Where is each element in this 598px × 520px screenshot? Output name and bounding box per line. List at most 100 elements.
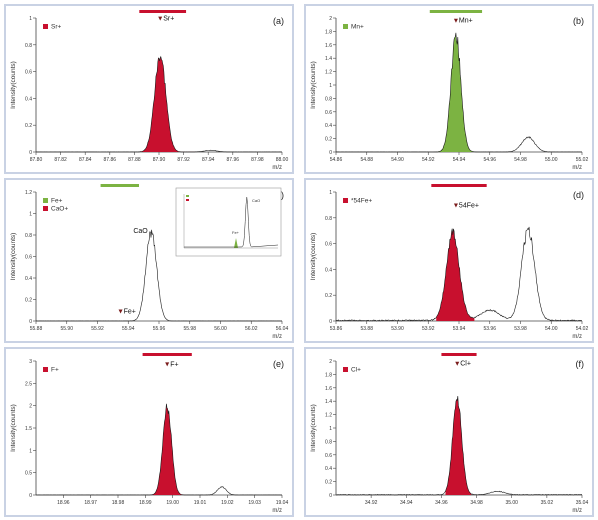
window-bar (142, 353, 192, 356)
legend-label: *54Fe+ (351, 198, 372, 205)
y-tick-label: 1.6 (325, 386, 332, 392)
legend-label: F+ (51, 367, 59, 374)
chart-panel-f: 0 0.2 0.4 0.6 0.8 1 1.2 1.4 1.6 1.8 2 34.92 34.94 34.… (304, 347, 594, 517)
y-axis-label: Intensity(counts) (10, 61, 17, 109)
window-bar (431, 184, 487, 187)
y-tick-label: 0 (29, 493, 32, 499)
x-tick-label: 53.92 (422, 326, 435, 332)
x-tick-label: 19.02 (221, 500, 234, 506)
signal-line (335, 395, 583, 496)
window-bar (139, 10, 187, 13)
x-tick-label: 55.98 (183, 326, 196, 332)
x-tick-label: 55.00 (545, 157, 558, 163)
x-tick-label: 18.96 (57, 500, 70, 506)
x-tick-label: 53.86 (330, 326, 343, 332)
signal-line (336, 32, 583, 153)
y-tick-label: 0.8 (25, 43, 32, 49)
x-tick-label: 53.94 (453, 326, 466, 332)
y-tick-label: 0.4 (25, 96, 32, 102)
x-tick-label: 55.94 (122, 326, 135, 332)
peak-marker-arrow (165, 362, 170, 367)
x-tick-label: 55.92 (91, 326, 104, 332)
peak-fill (436, 228, 475, 321)
peak-marker-arrow (453, 203, 458, 208)
chart-panel-c: 0 0.2 0.4 0.6 0.8 1 1.2 55.88 55.90 55.92 55.94 55.… (4, 178, 294, 343)
x-tick-label: 54.90 (391, 157, 404, 163)
x-tick-label: 87.88 (128, 157, 141, 163)
y-tick-label: 0.8 (325, 439, 332, 445)
x-tick-label: 55.88 (30, 326, 43, 332)
x-tick-label: 54.98 (514, 157, 527, 163)
chart-panel-b: 0 0.2 0.4 0.6 0.8 1 1.2 1.4 1.6 1.8 2 54.86 54.88 54.… (304, 4, 594, 174)
chart-svg: 0 0.2 0.4 0.6 0.8 1 1.2 55.88 55.90 55.92 55.94 55.… (10, 184, 289, 340)
y-tick-label: 0.4 (325, 466, 332, 472)
y-tick-label: 0 (329, 150, 332, 156)
y-tick-label: 1.4 (325, 399, 332, 405)
y-tick-label: 1.2 (25, 190, 32, 196)
x-tick-label: 87.84 (79, 157, 92, 163)
chart-svg: 0 0.2 0.4 0.6 0.8 1 53.86 53.88 53.90 53.92 53.94 5… (310, 184, 588, 340)
x-tick-label: 56.04 (276, 326, 289, 332)
y-tick-label: 2 (329, 359, 332, 365)
inset-label-fe: Fe+ (232, 230, 240, 235)
y-tick-label: 0.6 (325, 242, 332, 248)
y-tick-label: 0.6 (325, 453, 332, 459)
x-tick-label: 88.00 (276, 157, 289, 163)
peak-marker-label: F+ (170, 361, 178, 368)
legend-swatch (343, 198, 348, 203)
legend-label: Mn+ (351, 24, 364, 31)
y-tick-label: 1.5 (25, 426, 32, 432)
peak-marker-label: Cl+ (460, 361, 471, 368)
window-bar (441, 353, 477, 356)
peak-marker-label: Sr+ (163, 16, 174, 23)
y-tick-label: 2 (29, 404, 32, 410)
inset-fe-peak (234, 238, 238, 248)
y-tick-label: 0.2 (25, 123, 32, 129)
chart-svg: 0 0.2 0.4 0.6 0.8 1 87.80 87.82 87.84 87.86 87.88 8… (10, 10, 289, 171)
y-tick-label: 1 (329, 190, 332, 196)
signal-line (35, 55, 283, 153)
x-tick-label: 19.04 (276, 500, 289, 506)
y-tick-label: 0.2 (325, 293, 332, 299)
signal-line (36, 229, 282, 322)
x-tick-label: 53.90 (391, 326, 404, 332)
x-axis-label: m/z (572, 508, 582, 514)
chart-svg: 0 0.2 0.4 0.6 0.8 1 1.2 1.4 1.6 1.8 2 34.92 34.94 34.… (310, 353, 589, 514)
x-axis-label: m/z (272, 508, 282, 514)
y-tick-label: 0 (329, 319, 332, 325)
x-tick-label: 54.88 (360, 157, 373, 163)
chart-svg: 0 0.2 0.4 0.6 0.8 1 1.2 1.4 1.6 1.8 2 54.86 54.88 54.… (310, 10, 588, 171)
y-tick-label: 1.6 (325, 43, 332, 49)
signal-line (335, 226, 583, 322)
x-tick-label: 56.00 (214, 326, 227, 332)
inset-line (184, 196, 279, 248)
x-tick-label: 54.00 (545, 326, 558, 332)
peak-fill (151, 403, 187, 495)
y-tick-label: 0.4 (325, 123, 332, 129)
x-tick-label: 34.92 (365, 500, 378, 506)
x-axis-label: m/z (572, 334, 582, 340)
x-tick-label: 35.04 (576, 500, 589, 506)
peak-marker-label: 54Fe+ (459, 202, 479, 209)
y-tick-label: 1 (29, 16, 32, 22)
legend-label: Fe+ (51, 198, 63, 205)
x-tick-label: 53.96 (483, 326, 496, 332)
panel-label: (f) (576, 359, 585, 369)
y-tick-label: 2 (329, 16, 332, 22)
y-axis-label: Intensity(counts) (310, 61, 317, 109)
inset-frame (175, 187, 282, 257)
x-tick-label: 56.02 (245, 326, 258, 332)
y-tick-label: 0.6 (25, 255, 32, 261)
x-tick-label: 53.98 (514, 326, 527, 332)
x-tick-label: 55.90 (60, 326, 73, 332)
legend-swatch (343, 367, 348, 372)
x-tick-label: 35.00 (505, 500, 518, 506)
y-tick-label: 0 (329, 493, 332, 499)
peak-marker-arrow (455, 361, 460, 366)
y-tick-label: 0.8 (325, 96, 332, 102)
peak-marker-label: Mn+ (459, 18, 473, 25)
legend-swatch (43, 367, 48, 372)
y-tick-label: 0.6 (25, 70, 32, 76)
inset-label-cao: CaO (252, 198, 260, 203)
